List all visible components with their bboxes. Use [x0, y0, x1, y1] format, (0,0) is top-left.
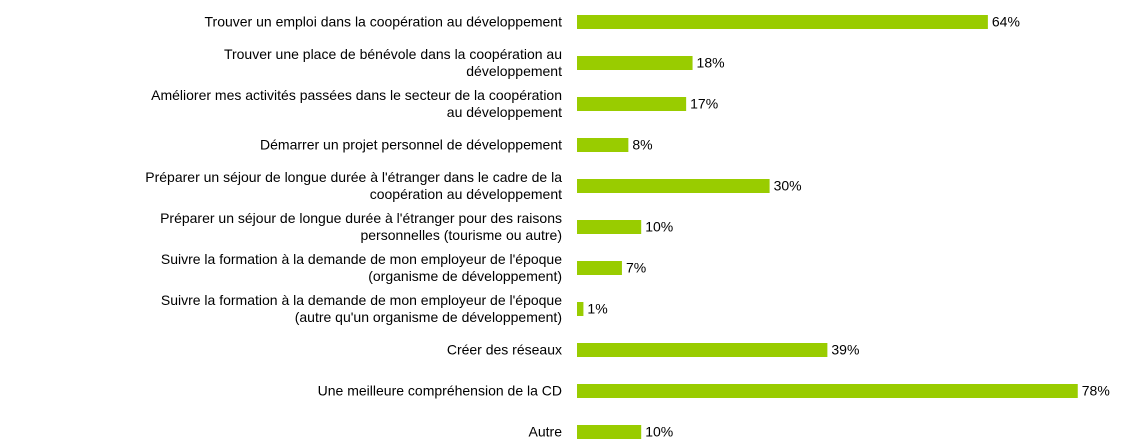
value-label: 7%	[625, 259, 647, 276]
bar	[577, 384, 1078, 398]
bar	[577, 302, 584, 316]
category-label: Autre	[528, 423, 562, 439]
value-label: 8%	[632, 136, 653, 153]
value-label: 1%	[587, 300, 608, 317]
category-label: Suivre la formation à la demande de mon …	[160, 251, 562, 284]
category-label: Trouver un emploi dans la coopération au…	[204, 13, 563, 30]
value-label: 17%	[690, 95, 719, 112]
category-label: Créer des réseaux	[446, 341, 562, 358]
value-label: 39%	[831, 341, 860, 358]
category-label: Trouver une place de bénévole dans la co…	[223, 46, 562, 79]
bar	[577, 425, 642, 439]
category-label: Démarrer un projet personnel de développ…	[260, 136, 562, 153]
bar	[577, 56, 693, 70]
category-label: Préparer un séjour de longue durée à l'é…	[145, 169, 562, 202]
bar	[577, 220, 642, 234]
category-label: Suivre la formation à la demande de mon …	[160, 292, 562, 325]
value-label: 64%	[991, 13, 1020, 30]
bar	[577, 97, 687, 111]
value-label: 10%	[645, 423, 674, 439]
category-label: Préparer un séjour de longue durée à l'é…	[160, 210, 562, 243]
bar	[577, 343, 828, 357]
bar	[577, 138, 629, 152]
bar	[577, 179, 770, 193]
value-label: 30%	[773, 177, 802, 194]
bar	[577, 15, 988, 29]
category-label: Améliorer mes activités passées dans le …	[151, 87, 562, 120]
value-label: 10%	[645, 218, 674, 235]
bar	[577, 261, 622, 275]
value-label: 78%	[1081, 382, 1110, 399]
value-label: 18%	[696, 54, 725, 71]
category-label: Une meilleure compréhension de la CD	[317, 382, 562, 399]
